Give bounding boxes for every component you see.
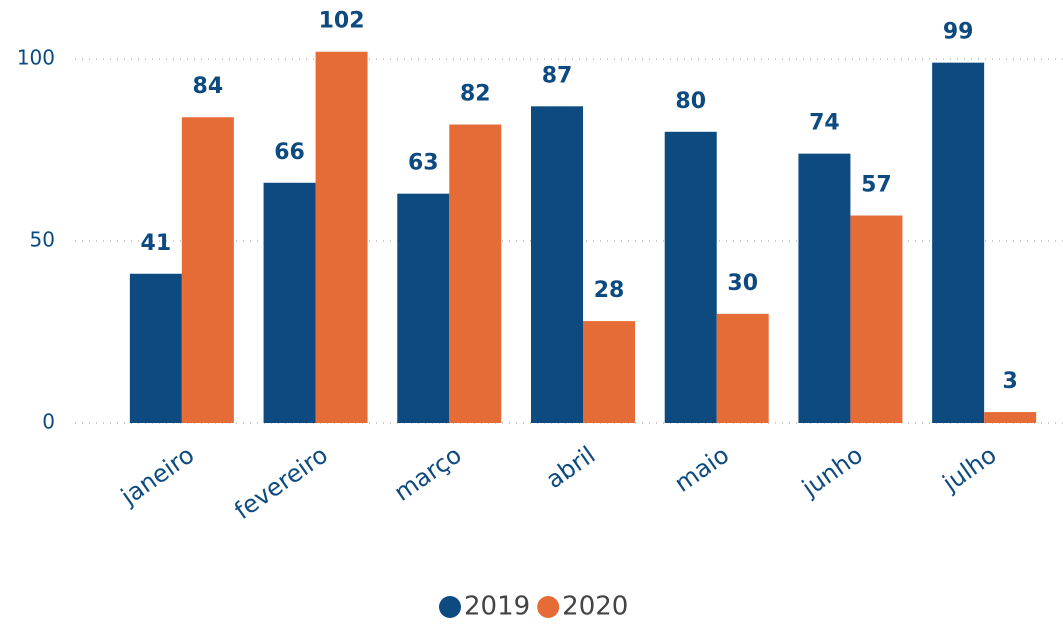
x-tick-label: julho [937, 441, 1002, 498]
legend-label: 2020 [562, 592, 628, 622]
data-label: 87 [542, 63, 573, 88]
data-label: 84 [193, 74, 224, 99]
data-label: 3 [1002, 369, 1017, 394]
legend-label: 2019 [464, 592, 530, 622]
bar [716, 313, 769, 423]
y-tick-label: 50 [30, 228, 55, 252]
data-label: 57 [861, 173, 892, 198]
bar [664, 131, 717, 424]
data-label: 80 [675, 89, 706, 114]
data-label: 28 [594, 278, 625, 303]
bar [984, 412, 1037, 423]
y-tick-label: 100 [17, 46, 55, 70]
x-tick-label: fevereiro [229, 441, 333, 525]
bar [583, 321, 635, 423]
bar [850, 215, 903, 423]
data-label: 63 [408, 151, 439, 176]
bar [315, 51, 368, 423]
bar [397, 193, 450, 423]
data-label: 66 [274, 140, 305, 165]
data-label: 74 [809, 111, 840, 136]
data-label: 82 [460, 82, 491, 107]
x-tick-label: março [389, 441, 467, 507]
bar [129, 273, 182, 423]
legend-marker [439, 596, 461, 618]
data-label: 99 [943, 20, 974, 45]
x-tick-label: abril [541, 441, 601, 494]
bar [181, 117, 234, 424]
data-label: 102 [319, 9, 365, 34]
x-tick-label: junho [796, 441, 868, 503]
bar [531, 106, 583, 423]
data-label: 41 [141, 231, 172, 256]
bar [932, 62, 985, 423]
bar [263, 182, 316, 423]
x-tick-label: maio [669, 441, 734, 498]
data-label: 30 [727, 271, 758, 296]
y-tick-label: 0 [42, 410, 55, 434]
legend-marker [537, 596, 560, 618]
bar [449, 124, 502, 424]
x-tick-label: janeiro [115, 441, 199, 512]
bar [798, 153, 851, 423]
